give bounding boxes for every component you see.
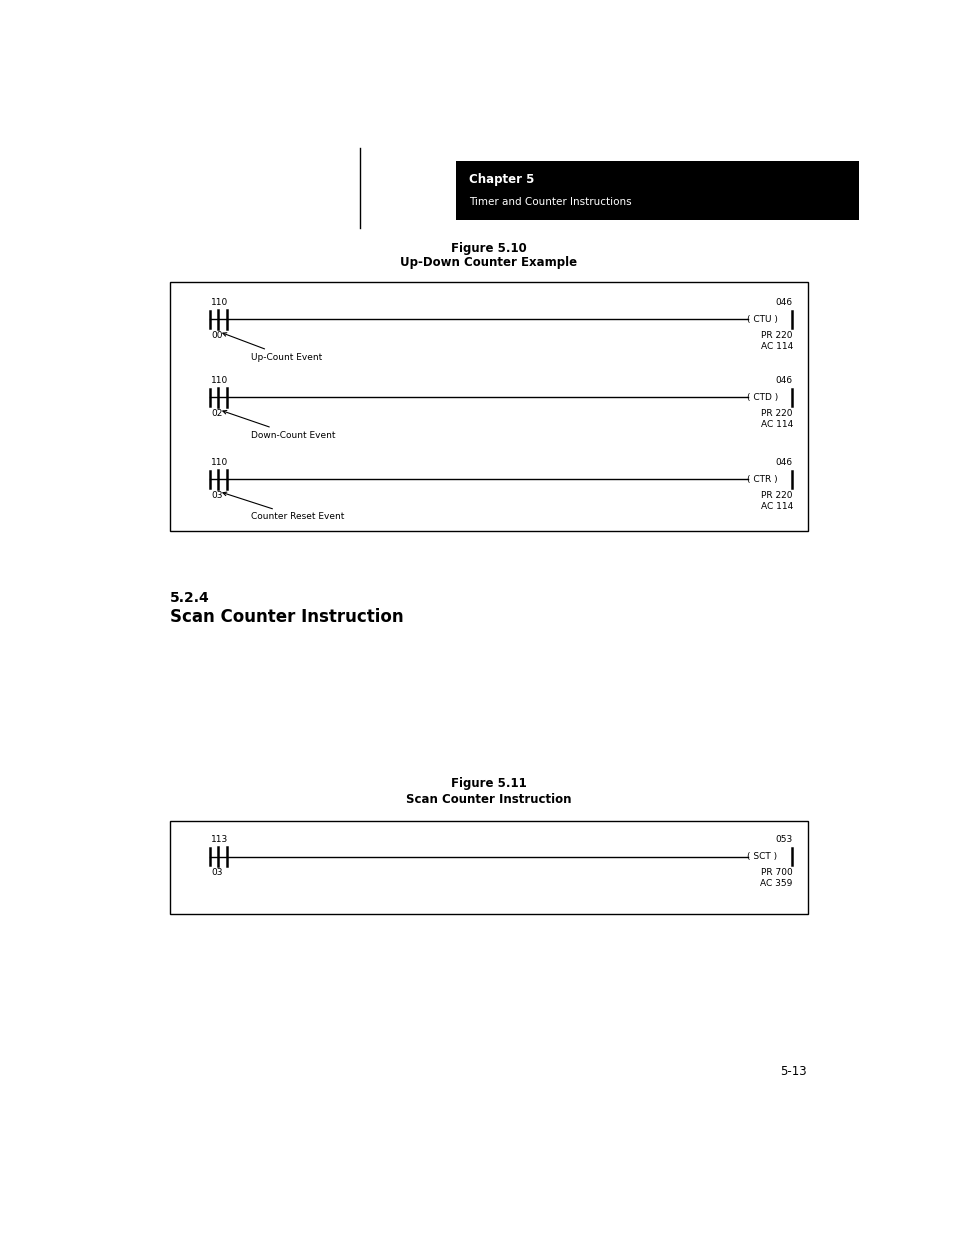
Text: 053: 053 [775,835,792,845]
Text: 5.2.4: 5.2.4 [170,590,209,605]
Text: Counter Reset Event: Counter Reset Event [223,492,344,521]
Text: 03: 03 [211,868,222,877]
Text: 110: 110 [211,375,228,385]
Text: 113: 113 [211,835,228,845]
Text: AC 359: AC 359 [760,879,792,888]
Text: Figure 5.11: Figure 5.11 [451,777,526,790]
Text: AC 114: AC 114 [760,501,792,511]
Bar [456,161,858,221]
Text: 03: 03 [211,490,222,499]
Text: 110: 110 [211,458,228,467]
Text: Down-Count Event: Down-Count Event [223,410,335,440]
Text: 00: 00 [211,331,222,340]
Text: AC 114: AC 114 [760,342,792,351]
Text: Timer and Counter Instructions: Timer and Counter Instructions [469,198,631,207]
Text: 110: 110 [211,298,228,308]
Text: Up-Count Event: Up-Count Event [223,332,322,362]
Text: AC 114: AC 114 [760,420,792,430]
Text: PR 220: PR 220 [760,409,792,417]
Bar [170,283,807,531]
Text: 046: 046 [775,458,792,467]
Text: 046: 046 [775,298,792,308]
Text: ( CTU ): ( CTU ) [746,315,777,324]
Text: ( SCT ): ( SCT ) [746,852,777,861]
Text: Scan Counter Instruction: Scan Counter Instruction [406,793,571,806]
Text: ( CTD ): ( CTD ) [746,393,778,401]
Text: Figure 5.10: Figure 5.10 [451,242,526,254]
Text: 02: 02 [211,409,222,417]
Text: PR 220: PR 220 [760,490,792,499]
Text: ( CTR ): ( CTR ) [746,474,777,484]
Text: 046: 046 [775,375,792,385]
Text: PR 220: PR 220 [760,331,792,340]
Text: Chapter 5: Chapter 5 [469,173,534,186]
Text: Up-Down Counter Example: Up-Down Counter Example [400,256,577,269]
Text: Scan Counter Instruction: Scan Counter Instruction [170,608,403,626]
Text: 5-13: 5-13 [780,1066,806,1078]
Bar [170,820,807,914]
Text: PR 700: PR 700 [760,868,792,877]
